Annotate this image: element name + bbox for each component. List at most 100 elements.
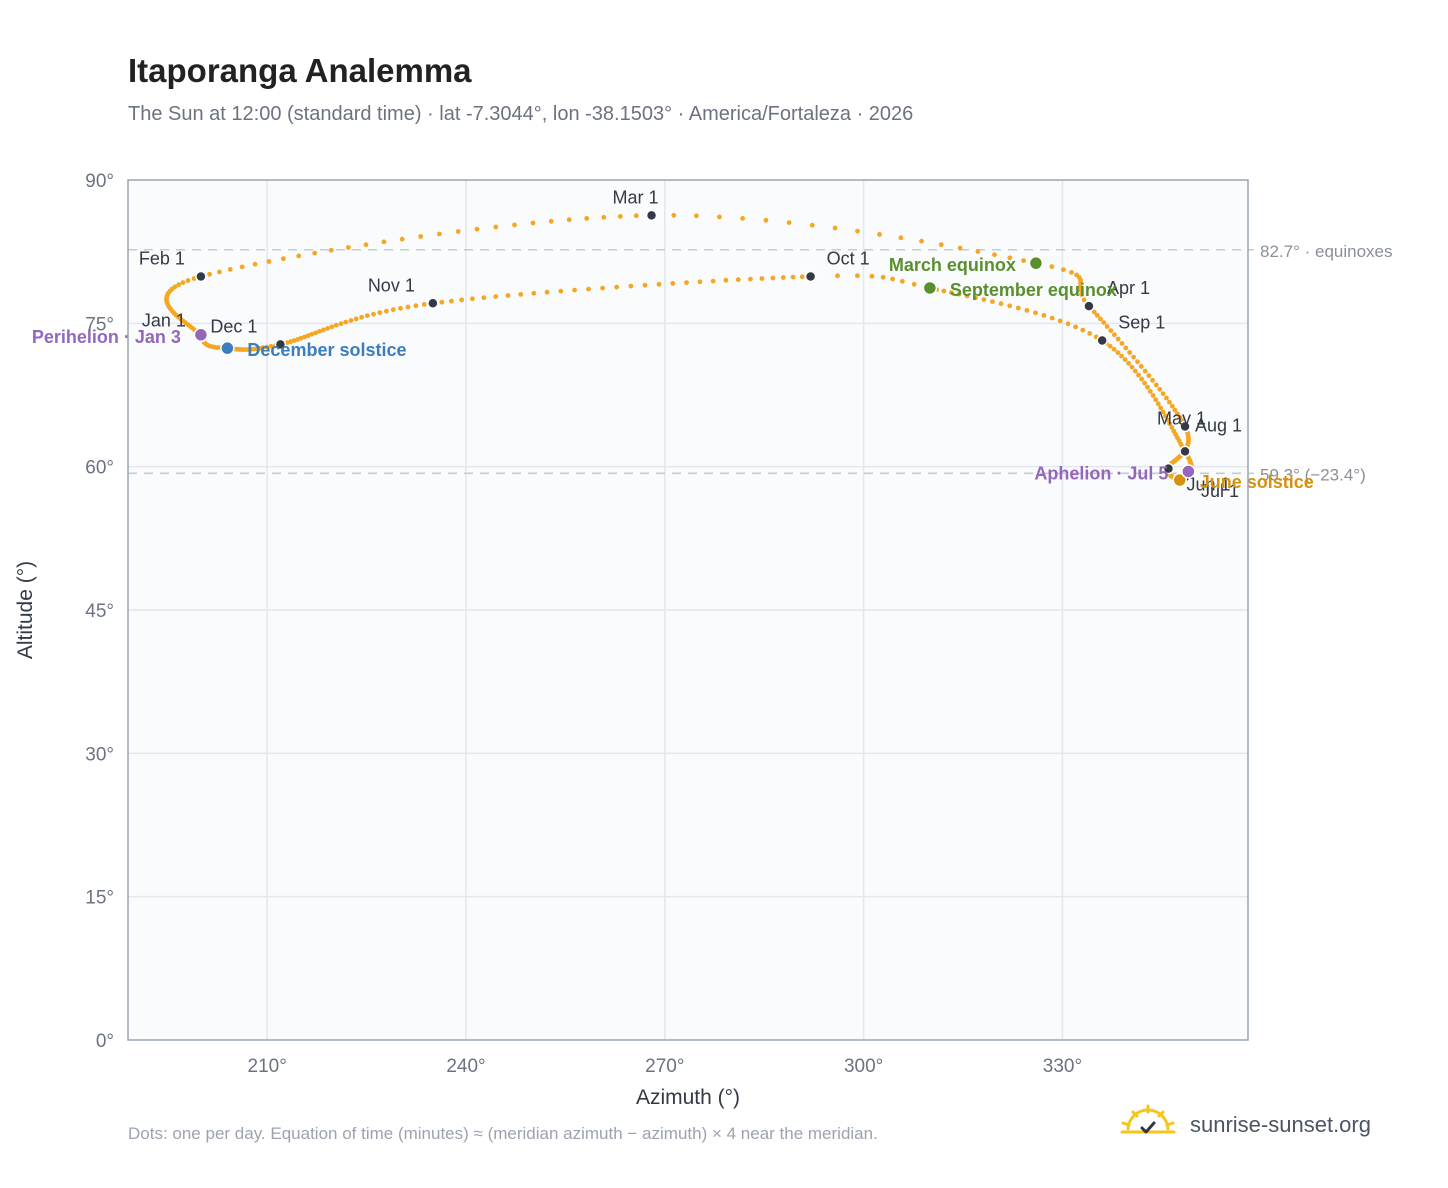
- daily-sun-dot: [317, 329, 322, 334]
- month-marker-label: Oct 1: [827, 249, 870, 269]
- daily-sun-dot: [957, 245, 963, 251]
- daily-sun-dot: [264, 344, 270, 350]
- daily-sun-dot: [1081, 297, 1087, 303]
- daily-sun-dot: [309, 331, 315, 337]
- daily-sun-dot: [809, 222, 815, 228]
- daily-sun-dot: [1115, 350, 1121, 355]
- daily-sun-dot: [656, 281, 662, 287]
- daily-sun-dot: [642, 282, 648, 288]
- footnote: Dots: one per day. Equation of time (min…: [128, 1124, 878, 1143]
- chart-title: Itaporanga Analemma: [128, 52, 472, 89]
- daily-sun-dot: [1126, 360, 1131, 366]
- daily-sun-dot: [459, 297, 464, 303]
- daily-sun-dot: [1160, 409, 1166, 415]
- month-marker-label: Nov 1: [368, 275, 415, 295]
- month-marker-dot: [1083, 300, 1095, 312]
- daily-sun-dot: [227, 267, 233, 272]
- daily-sun-dot: [544, 289, 550, 295]
- daily-sun-dot: [1169, 425, 1175, 430]
- y-tick-label: 0°: [96, 1031, 114, 1052]
- daily-sun-dot: [697, 279, 703, 285]
- chart-subtitle: The Sun at 12:00 (standard time) · lat -…: [128, 103, 914, 125]
- daily-sun-dot: [239, 264, 245, 270]
- daily-sun-dot: [748, 276, 753, 282]
- daily-sun-dot: [1119, 341, 1125, 346]
- daily-sun-dot: [832, 225, 838, 231]
- daily-sun-dot: [877, 232, 882, 237]
- daily-sun-dot: [1131, 354, 1136, 360]
- daily-sun-dot: [572, 287, 577, 293]
- daily-sun-dot: [786, 220, 792, 226]
- daily-sun-dot: [421, 302, 427, 307]
- month-marker-dot: [427, 297, 439, 310]
- daily-sun-dot: [973, 295, 978, 301]
- daily-sun-dot: [363, 242, 369, 248]
- x-tick-label: 300°: [844, 1056, 883, 1077]
- daily-sun-dot: [1073, 324, 1078, 330]
- daily-sun-dot: [346, 245, 351, 250]
- daily-sun-dot: [359, 314, 365, 320]
- daily-sun-dot: [268, 343, 274, 349]
- daily-sun-dot: [329, 324, 335, 330]
- daily-sun-dot: [1136, 372, 1141, 378]
- daily-sun-dot: [981, 297, 987, 302]
- daily-sun-dot: [1091, 309, 1097, 315]
- daily-sun-dot: [1049, 264, 1055, 269]
- daily-sun-dot: [1163, 413, 1168, 419]
- sun-logo-icon: [1120, 1104, 1176, 1134]
- daily-sun-dot: [1129, 364, 1135, 370]
- daily-sun-dot: [474, 226, 480, 232]
- daily-sun-dot: [1132, 368, 1138, 374]
- daily-sun-dot: [763, 217, 769, 223]
- daily-sun-dot: [880, 274, 886, 280]
- daily-sun-dot: [176, 282, 182, 288]
- daily-sun-dot: [505, 293, 511, 298]
- month-marker-label: Jul 1: [1201, 481, 1239, 501]
- event-markers: March equinox September equinox December s…: [32, 255, 1314, 492]
- daily-sun-dot: [584, 216, 590, 221]
- daily-sun-dot: [1057, 318, 1063, 324]
- daily-sun-dot: [949, 290, 954, 295]
- reference-line-label: 82.7° · equinoxes: [1260, 242, 1393, 261]
- daily-sun-dot: [998, 301, 1004, 307]
- daily-sun-dot: [740, 216, 745, 221]
- month-marker-label: Dec 1: [210, 316, 257, 336]
- brand-logo[interactable]: sunrise-sunset.org: [1120, 1104, 1390, 1148]
- daily-sun-dot: [1165, 417, 1170, 423]
- daily-sun-dot: [684, 280, 689, 285]
- daily-sun-dot: [1150, 393, 1156, 398]
- daily-sun-dot: [1104, 324, 1110, 329]
- daily-sun-dot: [1041, 313, 1047, 318]
- daily-sun-dot: [558, 288, 564, 294]
- daily-sun-dot: [455, 229, 461, 234]
- daily-sun-dot: [252, 261, 258, 267]
- daily-sun-dot: [531, 290, 537, 296]
- daily-sun-dot: [855, 273, 860, 279]
- daily-sun-dot: [670, 281, 676, 286]
- daily-sun-dot: [671, 212, 677, 218]
- daily-sun-dot: [266, 259, 272, 264]
- daily-sun-dot: [313, 330, 318, 336]
- daily-sun-dot: [217, 269, 222, 275]
- daily-sun-dot: [1094, 313, 1100, 318]
- x-tick-label: 330°: [1043, 1056, 1082, 1077]
- y-tick-label: 90°: [85, 171, 114, 192]
- y-tick-label: 45°: [85, 601, 114, 622]
- event-marker-dot: [193, 327, 209, 343]
- daily-sun-dot: [956, 291, 962, 297]
- daily-sun-dot: [1111, 346, 1117, 352]
- daily-sun-dot: [586, 286, 591, 292]
- daily-sun-dot: [633, 213, 639, 219]
- daily-sun-dot: [1164, 395, 1169, 401]
- daily-sun-dot: [1061, 267, 1066, 273]
- axis-tick-labels: 210° 240° 270° 300° 330° 0° 15° 30° 45° 60° 75° 90°: [85, 171, 1082, 1077]
- daily-sun-dot: [493, 224, 499, 230]
- daily-sun-dot: [1146, 373, 1152, 379]
- daily-sun-dot: [512, 222, 517, 228]
- daily-sun-dot: [1122, 357, 1128, 362]
- daily-sun-dot: [405, 304, 411, 310]
- y-tick-label: 15°: [85, 888, 114, 909]
- daily-sun-dot: [1172, 407, 1178, 413]
